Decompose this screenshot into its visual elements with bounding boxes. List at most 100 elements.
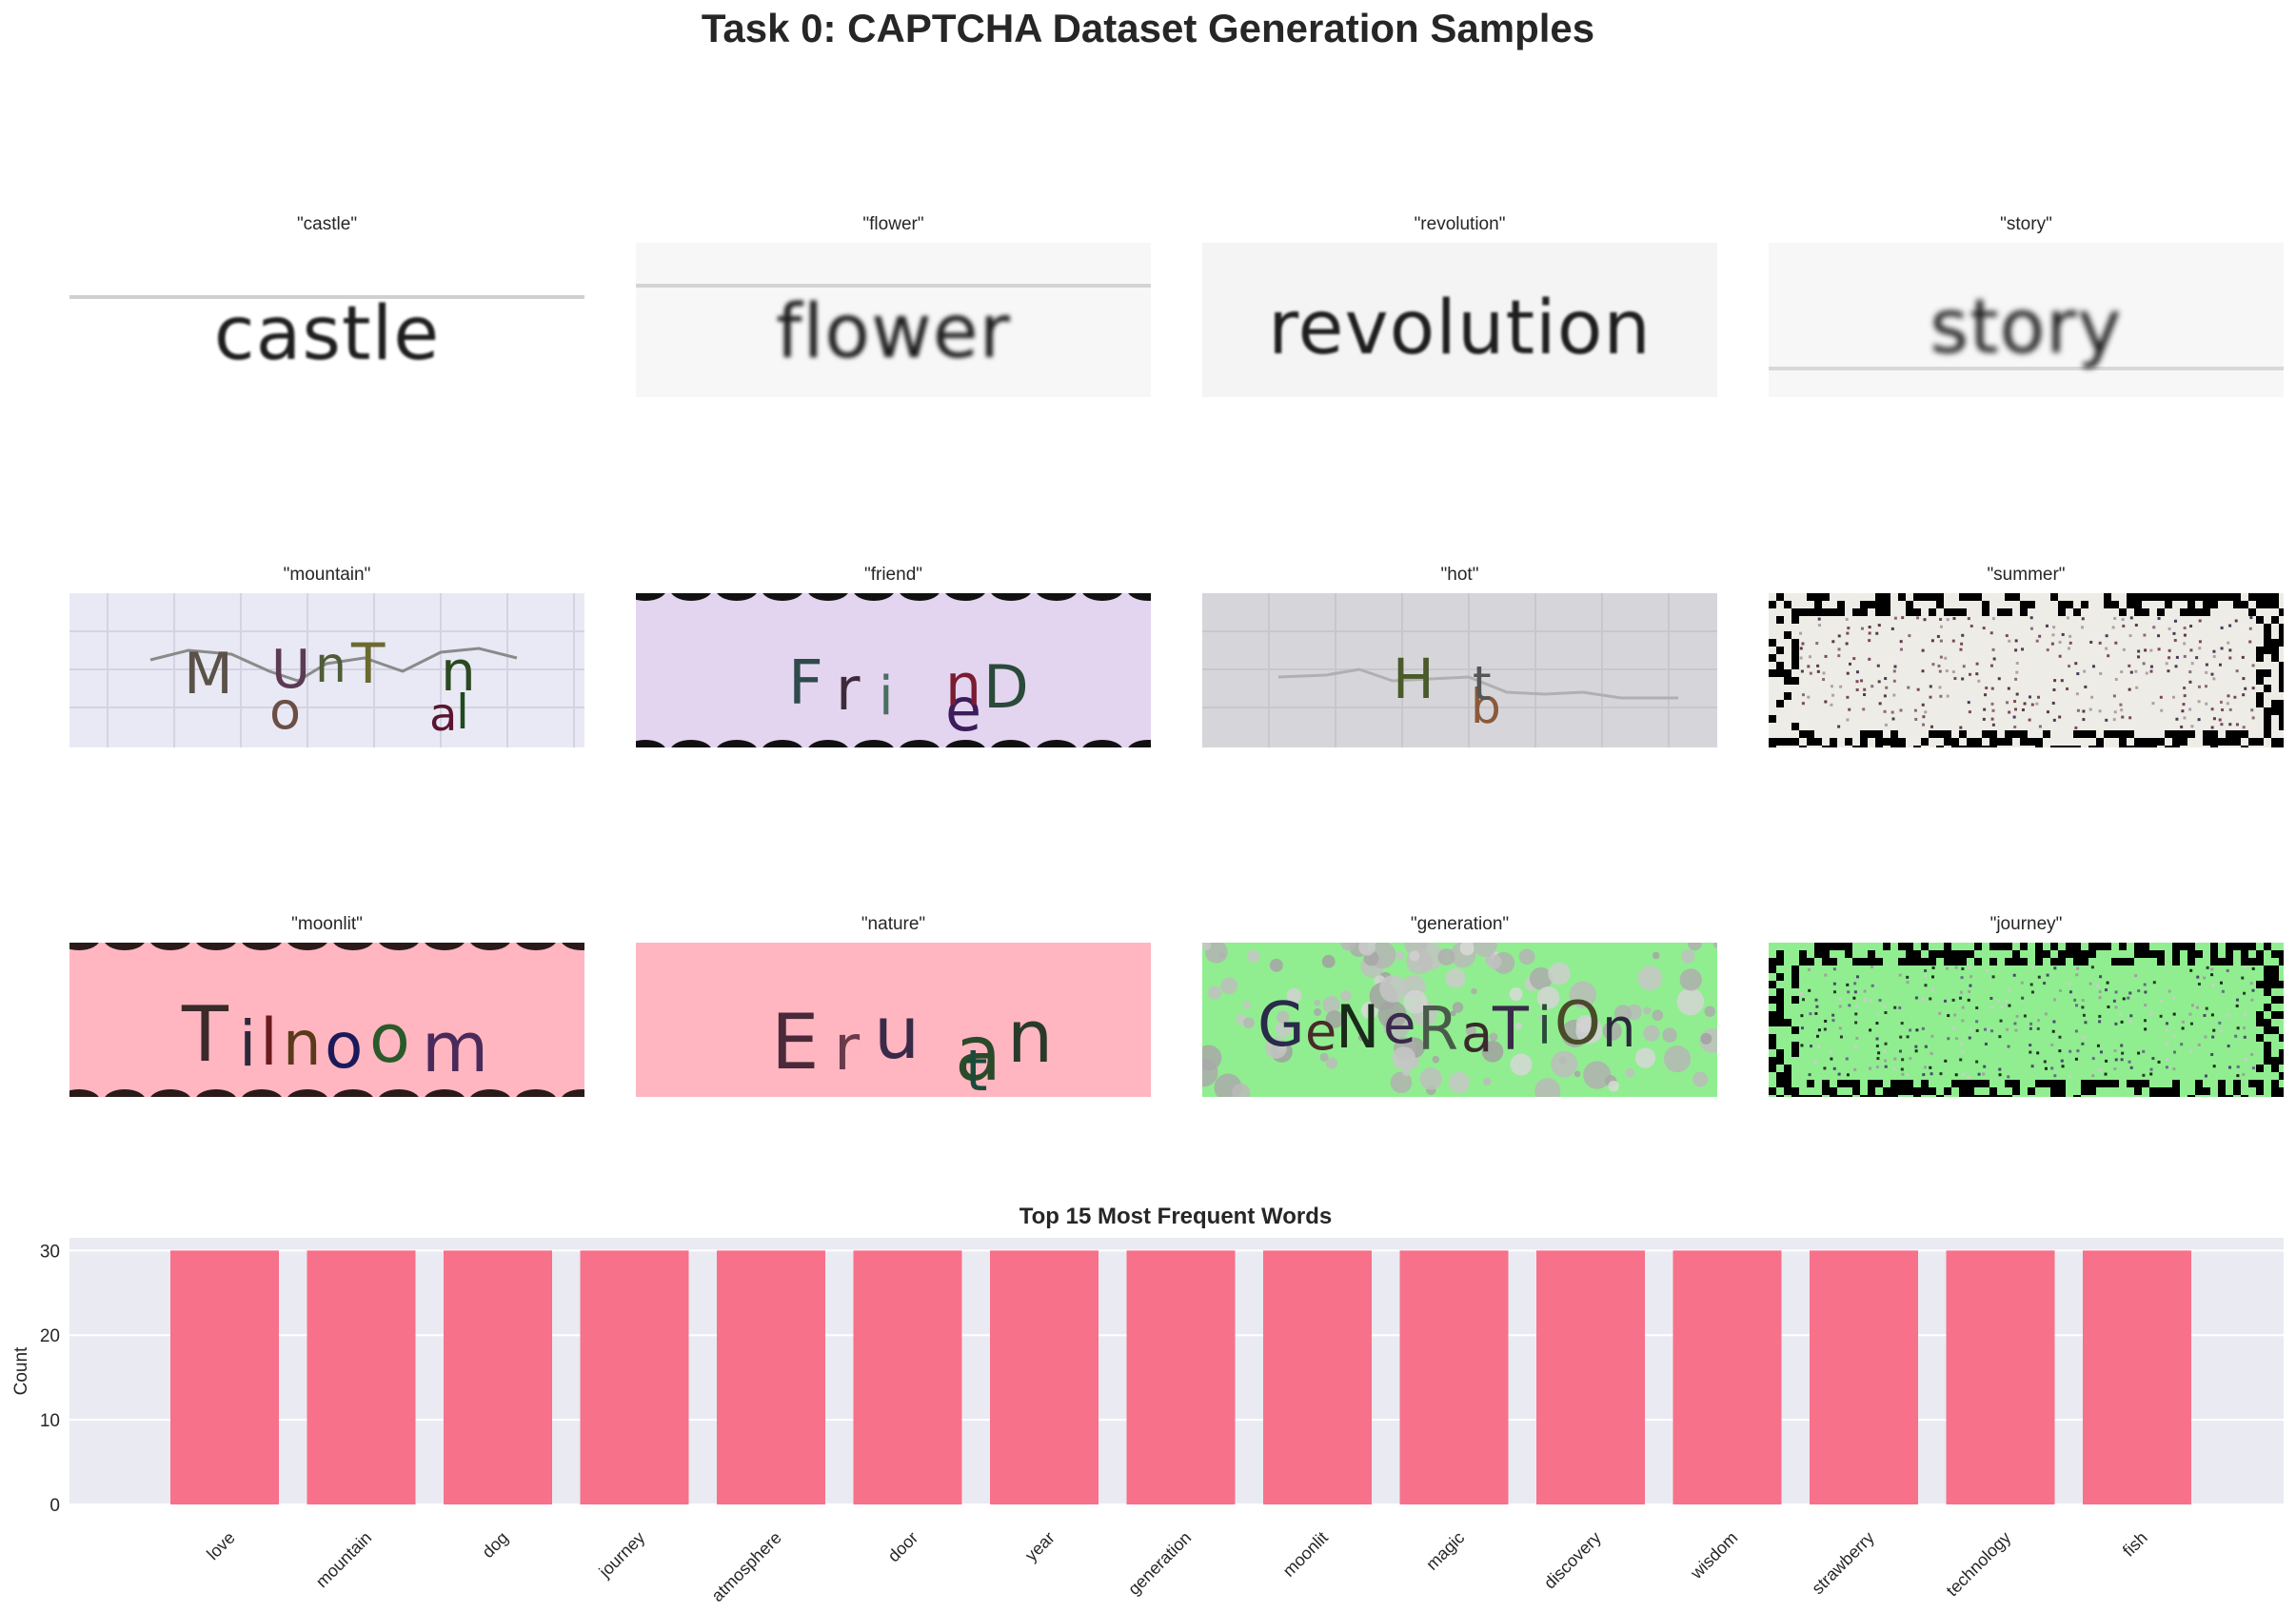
captcha-glyph: F [788, 648, 823, 719]
noise-pattern [1769, 593, 2284, 747]
bar-fish [2083, 1250, 2191, 1504]
captcha-image: M o U n T a l n [69, 593, 584, 747]
sample-label: "moonlit" [291, 914, 363, 934]
captcha-image: story [1769, 243, 2284, 397]
captcha-glyph: n [441, 639, 476, 704]
bar-discovery [1536, 1250, 1645, 1504]
captcha-glyph: O [1554, 988, 1601, 1058]
captcha-glyph: U [271, 639, 310, 701]
page-title: Task 0: CAPTCHA Dataset Generation Sampl… [701, 6, 1595, 50]
captcha-glyph: i [879, 666, 894, 727]
captcha-glyph: n [1602, 998, 1636, 1060]
x-tick-label: technology [1943, 1528, 2015, 1601]
x-tick-label: moonlit [1279, 1528, 1332, 1581]
chart-title: Top 15 Most Frequent Words [1019, 1204, 1332, 1229]
captcha-glyph: T [351, 631, 386, 696]
dot-border [636, 593, 1151, 747]
captcha-image: G e N e R a T i O n [1202, 943, 1717, 1097]
captcha-glyph: o [325, 1009, 364, 1083]
captcha-glyph: e [1305, 1002, 1337, 1062]
bar-dog [444, 1250, 552, 1504]
sample-label: "castle" [296, 214, 358, 234]
captcha-glyph: m [422, 1007, 489, 1087]
bar-year [990, 1250, 1099, 1504]
bar-atmosphere [717, 1250, 825, 1504]
bar-generation [1126, 1250, 1236, 1504]
noise-pattern [1769, 943, 2284, 1097]
captcha-glyph: E [771, 998, 820, 1086]
y-tick-label: 10 [40, 1411, 60, 1431]
bar-moonlit [1263, 1250, 1372, 1504]
y-tick-label: 30 [40, 1242, 60, 1262]
captcha-glyph: r [834, 1011, 861, 1085]
sample-label: "nature" [861, 914, 926, 934]
x-tick-label: magic [1422, 1528, 1468, 1574]
x-tick-label: wisdom [1686, 1528, 1741, 1583]
captcha-glyph: i [239, 1007, 257, 1081]
captcha-image: flower [636, 243, 1151, 397]
captcha-text: flower [776, 289, 1011, 375]
captcha-glyph: e [1383, 994, 1416, 1056]
x-tick-label: year [1021, 1528, 1059, 1565]
captcha-glyph: H [1393, 647, 1435, 711]
sample-label: "story" [2000, 214, 2052, 234]
captcha-glyph: l [260, 1006, 278, 1081]
captcha-glyph: n [283, 1009, 322, 1080]
dot-border [69, 943, 584, 1097]
sample-label: "friend" [863, 565, 923, 585]
sample-label: "hot" [1440, 565, 1479, 585]
x-tick-label: atmosphere [707, 1528, 784, 1605]
captcha-image: revolution [1202, 243, 1717, 397]
captcha-glyph: T [182, 990, 228, 1079]
captcha-glyph: a [429, 688, 458, 742]
sample-label: "flower" [862, 214, 924, 234]
captcha-glyph: R [1417, 994, 1459, 1064]
bar-mountain [307, 1250, 416, 1504]
x-tick-label: fish [2119, 1528, 2151, 1561]
bar-love [170, 1250, 279, 1504]
sample-label: "revolution" [1414, 214, 1506, 234]
captcha-image: F r i e n D [636, 593, 1151, 747]
bar-technology [1946, 1250, 2055, 1504]
captcha-text: castle [213, 291, 441, 377]
sample-label: "mountain" [283, 565, 371, 585]
y-tick-label: 0 [49, 1496, 60, 1516]
x-tick-label: love [203, 1528, 238, 1563]
captcha-glyph: N [1336, 992, 1380, 1062]
captcha-glyph: M [184, 641, 233, 707]
captcha-image: H b t [1202, 593, 1717, 747]
captcha-image [1769, 943, 2284, 1097]
x-tick-label: strawberry [1808, 1528, 1878, 1599]
bar-journey [580, 1250, 689, 1504]
bar-strawberry [1810, 1250, 1918, 1504]
captcha-glyph: b [1471, 679, 1501, 734]
captcha-glyph: e [945, 675, 982, 745]
bar-magic [1399, 1250, 1509, 1504]
captcha-glyph: a [955, 1009, 1002, 1097]
x-tick-label: journey [595, 1528, 649, 1583]
captcha-glyph: n [315, 637, 346, 694]
captcha-image: castle [69, 243, 584, 397]
captcha-glyph: T [1493, 994, 1529, 1064]
sample-label: "summer" [1987, 565, 2066, 585]
x-tick-label: mountain [312, 1528, 376, 1592]
sample-label: "generation" [1410, 914, 1510, 934]
bar-door [853, 1250, 962, 1504]
captcha-glyph: r [836, 654, 861, 724]
captcha-glyph: n [1007, 994, 1054, 1079]
captcha-image: T i l n o o m [69, 943, 584, 1097]
bubble-pattern [1202, 943, 1717, 1097]
captcha-glyph: a [1461, 1004, 1494, 1064]
x-tick-label: generation [1124, 1528, 1195, 1599]
captcha-image: E r u a n t [636, 943, 1151, 1097]
captcha-glyph: o [269, 681, 302, 741]
bar-wisdom [1673, 1250, 1782, 1504]
x-tick-label: discovery [1540, 1528, 1605, 1593]
captcha-glyph: u [874, 990, 920, 1075]
captcha-glyph: l [456, 685, 469, 740]
captcha-glyph: D [983, 652, 1029, 722]
captcha-glyph: o [369, 1000, 410, 1078]
y-axis-label: Count [11, 1346, 31, 1395]
x-tick-label: dog [478, 1528, 511, 1562]
captcha-glyph: i [1537, 996, 1553, 1056]
